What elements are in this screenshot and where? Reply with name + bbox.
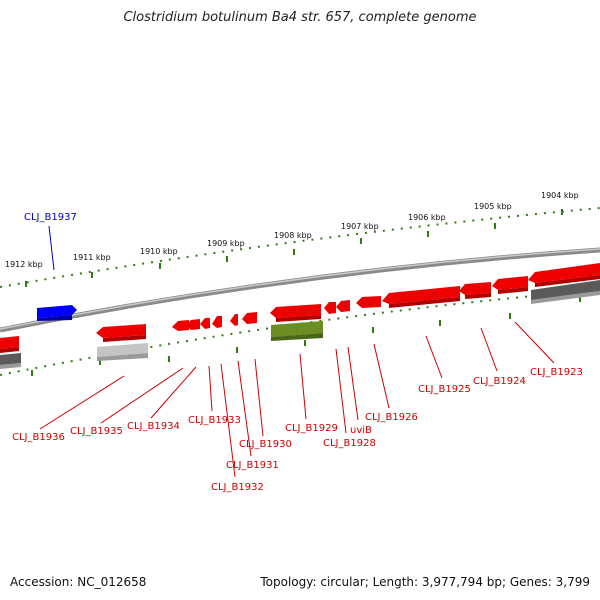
gene-red-shadow: [103, 335, 146, 342]
scale-track-upper: [0, 207, 600, 288]
feature-lightgrey-shadow: [97, 353, 148, 361]
gene-label: CLJ_B1936: [12, 432, 65, 443]
feature-olive-shadow: [271, 333, 323, 341]
gene-red-CLJ_B1928[interactable]: [324, 302, 336, 314]
scale-labels: 1912 kbp 1911 kbp 1910 kbp 1909 kbp 1908…: [5, 191, 579, 269]
tick-label: 1908 kbp: [274, 231, 312, 240]
other-features: [0, 280, 600, 369]
feature-grey-right[interactable]: [531, 280, 600, 300]
gene-red-left-edge-shadow: [0, 347, 19, 353]
feature-lightgrey[interactable]: [97, 343, 148, 357]
tick-label: 1906 kbp: [408, 213, 446, 222]
gene-red-CLJ_B1933[interactable]: [200, 318, 210, 329]
gene-label: CLJ_B1928: [323, 438, 376, 449]
tick-label: 1910 kbp: [140, 247, 178, 256]
tick-label: 1911 kbp: [73, 253, 111, 262]
genes-reverse: [0, 263, 600, 353]
gene-label: CLJ_B1934: [127, 421, 180, 432]
gene-red-CLJ_B1926[interactable]: [356, 296, 381, 308]
feature-grey-left[interactable]: [0, 353, 21, 365]
gene-red-CLJ_B1924[interactable]: [459, 282, 491, 295]
gene-red-CLJ_B1932[interactable]: [212, 316, 222, 328]
label-leaders: [39, 321, 555, 478]
gene-label: CLJ_B1932: [211, 482, 264, 493]
map-title: Clostridium botulinum Ba4 str. 657, comp…: [123, 10, 477, 25]
feature-grey-left-shadow: [0, 363, 21, 369]
gene-red-CLJ_B1931[interactable]: [230, 314, 238, 326]
gene-red-uviB[interactable]: [336, 300, 350, 312]
genome-backbone-highlight: [0, 248, 600, 330]
gene-label: CLJ_B1925: [418, 384, 471, 395]
gene-label: CLJ_B1930: [239, 439, 292, 450]
gene-red-CLJ_B1934[interactable]: [186, 319, 200, 330]
gene-red-shadow: [535, 275, 600, 287]
gene-label: CLJ_B1935: [70, 426, 123, 437]
gene-red-CLJ_B1936[interactable]: [96, 324, 146, 338]
gene-red-CLJ_B1930[interactable]: [242, 312, 257, 324]
gene-red-shadow: [498, 287, 528, 294]
gene-red-shadow: [465, 293, 491, 299]
tick-label: 1905 kbp: [474, 202, 512, 211]
gene-red-CLJ_B1929[interactable]: [270, 304, 321, 318]
gene-red-CLJ_B1923[interactable]: [492, 276, 528, 290]
gene-blue-shadow: [37, 315, 72, 321]
feature-olive[interactable]: [271, 321, 323, 337]
gene-red-CLJ_B1925[interactable]: [382, 286, 460, 304]
genome-backbone: [0, 247, 600, 333]
tick-label: 1909 kbp: [207, 239, 245, 248]
tick-label: 1907 kbp: [341, 222, 379, 231]
feature-grey-right-shadow: [531, 291, 600, 304]
major-ticks-upper: [25, 209, 563, 287]
gene-label: CLJ_B1926: [365, 412, 418, 423]
tick-label: 1912 kbp: [5, 260, 43, 269]
gene-label: uviB: [350, 425, 372, 436]
gene-label: CLJ_B1931: [226, 460, 279, 471]
gene-label: CLJ_B1937: [24, 212, 77, 223]
gene-label: CLJ_B1929: [285, 423, 338, 434]
gene-red-left-edge[interactable]: [0, 336, 19, 349]
tick-label: 1904 kbp: [541, 191, 579, 200]
gene-label: CLJ_B1924: [473, 376, 526, 387]
gene-label: CLJ_B1933: [188, 415, 241, 426]
gene-label: CLJ_B1923: [530, 367, 583, 378]
label-leader-blue: [48, 225, 55, 271]
gene-red-shadow: [389, 297, 460, 308]
accession-text: Accession: NC_012658: [10, 575, 147, 589]
gene-blue-CLJ_B1937[interactable]: [37, 305, 77, 318]
gene-red-shadow: [276, 315, 321, 322]
genes-forward: [37, 305, 77, 321]
gene-red-CLJ_B1935[interactable]: [172, 320, 189, 331]
genome-stats-text: Topology: circular; Length: 3,977,794 bp…: [260, 575, 590, 589]
gene-labels: CLJ_B1937 CLJ_B1936 CLJ_B1935 CLJ_B1934 …: [12, 212, 583, 493]
gene-red-right-edge[interactable]: [528, 263, 600, 283]
